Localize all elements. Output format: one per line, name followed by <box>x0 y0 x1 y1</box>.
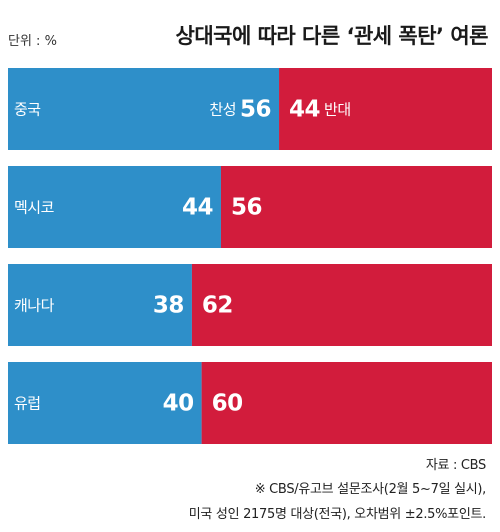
survey-note-line-2: 미국 성인 2175명 대상(전국), 오차범위 ±2.5%포인트. <box>188 507 487 522</box>
category-label: 캐나다 <box>14 297 55 315</box>
value-label-agree: 38 <box>153 293 184 319</box>
legend-label-agree: 찬성 <box>209 101 236 119</box>
bar-segment-agree <box>8 68 280 150</box>
value-label-disagree: 62 <box>202 293 233 319</box>
value-label-agree: 44 <box>182 195 213 221</box>
bar-segment-disagree <box>201 362 492 444</box>
survey-note-line-1: ※ CBS/유고브 설문조사(2월 5~7일 실시), <box>254 482 487 497</box>
value-label-agree: 40 <box>163 391 194 417</box>
value-label-disagree: 60 <box>212 391 243 417</box>
value-label-disagree: 56 <box>231 195 262 221</box>
source-note: 자료 : CBS <box>425 458 486 473</box>
bar-segment-agree <box>8 362 202 444</box>
bar-segment-agree <box>8 166 221 248</box>
bar-segment-disagree <box>279 68 492 150</box>
category-label: 중국 <box>14 101 41 119</box>
bar-segment-disagree <box>191 264 493 346</box>
legend-label-disagree: 반대 <box>324 101 351 119</box>
unit-label: 단위 : % <box>8 34 57 49</box>
category-label: 멕시코 <box>14 199 54 217</box>
category-label: 유럽 <box>14 395 41 413</box>
bar-segment-disagree <box>220 166 492 248</box>
chart-title: 상대국에 따라 다른 ‘관세 폭탄’ 여론 <box>175 24 489 48</box>
bar-segment-agree <box>8 264 192 346</box>
value-label-disagree: 44 <box>289 97 320 123</box>
value-label-agree: 56 <box>240 97 271 123</box>
